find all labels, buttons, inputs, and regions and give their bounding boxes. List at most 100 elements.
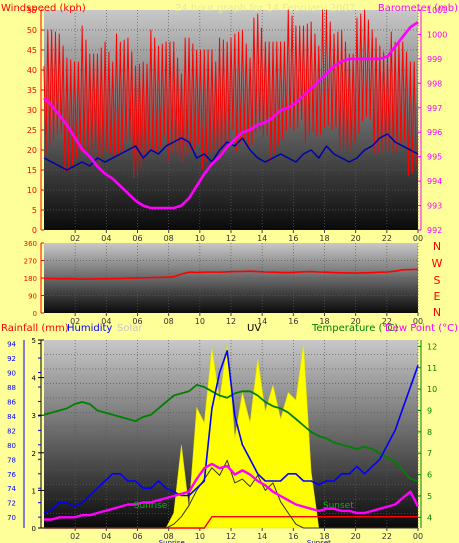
windspeed-axis-title: Windspeed (kph) — [1, 3, 86, 14]
graph-title: 24 hour graph for 14 February 2007 — [175, 3, 355, 14]
humidity-ytick-label: 94 — [7, 341, 16, 349]
humidity-line — [43, 349, 419, 515]
panel3-xtick-label: 08 — [164, 532, 174, 541]
panel2-xtick-label: 20 — [351, 317, 361, 326]
barometer-ytick-label: 1001 — [427, 6, 447, 15]
compass-s: S — [434, 274, 441, 287]
direction-ytick-label: 90 — [28, 293, 37, 301]
windspeed-ytick-label: 50 — [27, 26, 37, 35]
humidity-ytick-label: 92 — [7, 355, 16, 363]
panel2-xtick-label: 00 — [413, 317, 423, 326]
compass-w: W — [432, 257, 443, 270]
compass-n-top: N — [433, 240, 441, 253]
panel2-xtick-label: 18 — [319, 317, 329, 326]
humidity-ytick-label: 70 — [7, 514, 16, 522]
panel3-xtick-label: 14 — [257, 532, 267, 541]
direction-ytick-label: 360 — [24, 240, 37, 248]
humidity-ytick-label: 74 — [7, 485, 16, 493]
temperature-line — [43, 383, 419, 482]
panel2-xtick-label: 12 — [226, 317, 236, 326]
panel1-xtick-label: 12 — [226, 234, 236, 243]
temperature-ytick-label: 8 — [427, 428, 432, 437]
temperature-ytick-label: 12 — [427, 342, 437, 351]
temperature-ytick-label: 11 — [427, 364, 437, 373]
panel1-xtick-label: 02 — [70, 234, 80, 243]
barometer-ytick-label: 994 — [427, 177, 442, 186]
uv-ytick-label: 0 — [32, 525, 36, 533]
barometer-ytick-label: 1000 — [427, 30, 447, 39]
legend-solar: Solar — [117, 323, 143, 334]
panel1-xtick-label: 18 — [319, 234, 329, 243]
panel3-xtick-label: 06 — [132, 532, 142, 541]
windspeed-ytick-label: 35 — [27, 86, 37, 95]
panel2-xtick-label: 02 — [70, 317, 80, 326]
windspeed-ytick-label: 20 — [27, 146, 37, 155]
panel3-xtick-label: 18 — [319, 532, 329, 541]
temperature-ytick-label: 9 — [427, 407, 432, 416]
barometer-ytick-label: 995 — [427, 153, 442, 162]
panel3-xtick-label: 22 — [382, 532, 392, 541]
barometer-axis-title: Barometer (mb) — [378, 3, 458, 14]
uv-ytick-label: 2 — [32, 450, 36, 458]
barometer-ytick-label: 997 — [427, 104, 442, 113]
humidity-ytick-label: 86 — [7, 398, 16, 406]
barometer-ytick-label: 993 — [427, 202, 442, 211]
sunset-tick-label: Sunset — [307, 539, 331, 543]
panel3-xtick-label: 12 — [226, 532, 236, 541]
panel2-xtick-label: 08 — [164, 317, 174, 326]
temperature-ytick-label: 4 — [427, 513, 432, 522]
panel2-xtick-label: 06 — [132, 317, 142, 326]
windspeed-ytick-label: 15 — [27, 166, 37, 175]
barometer-ytick-label: 996 — [427, 128, 442, 137]
temperature-ytick-label: 6 — [427, 471, 432, 480]
panel1-xtick-label: 20 — [351, 234, 361, 243]
panel2-xtick-label: 14 — [257, 317, 267, 326]
humidity-ytick-label: 76 — [7, 471, 16, 479]
legend-dewpoint: Dew Point (°C) — [385, 323, 458, 334]
windspeed-ytick-label: 55 — [27, 6, 37, 15]
panel1-xtick-label: 10 — [195, 234, 205, 243]
compass-e: E — [434, 290, 441, 303]
uv-ytick-label: 3 — [32, 412, 36, 420]
barometer-ytick-label: 998 — [427, 79, 442, 88]
humidity-ytick-label: 72 — [7, 500, 16, 508]
legend-uv: UV — [247, 323, 261, 334]
barometer-ytick-label: 999 — [427, 55, 442, 64]
direction-ytick-label: 180 — [24, 275, 37, 283]
uv-ytick-label: 1 — [32, 487, 36, 495]
wind-direction-line — [44, 268, 419, 281]
humidity-ytick-label: 90 — [7, 370, 16, 378]
temperature-ytick-label: 7 — [427, 449, 432, 458]
direction-ytick-label: 270 — [24, 258, 37, 266]
windspeed-ytick-label: 0 — [32, 226, 37, 235]
panel3-xtick-label: 10 — [195, 532, 205, 541]
panel2-xtick-label: 04 — [101, 317, 111, 326]
windspeed-ytick-label: 40 — [27, 66, 37, 75]
sunrise-tick-label: Sunrise — [159, 539, 185, 543]
humidity-ytick-label: 80 — [7, 442, 16, 450]
uv-ytick-label: 4 — [32, 375, 37, 383]
panel3-xtick-label: 20 — [351, 532, 361, 541]
panel1-xtick-label: 16 — [288, 234, 298, 243]
panel2-xtick-label: 22 — [382, 317, 392, 326]
legend-rainfall: Rainfall (mm) — [1, 323, 69, 334]
sunrise-label: Sunrise — [134, 501, 168, 511]
panel1-xtick-label: 08 — [164, 234, 174, 243]
compass-n-bottom: N — [433, 306, 441, 319]
temperature-ytick-label: 10 — [427, 385, 437, 394]
panel3-xtick-label: 02 — [70, 532, 80, 541]
uv-ytick-label: 5 — [32, 337, 36, 345]
panel1-xtick-label: 00 — [413, 234, 423, 243]
panel3-xtick-label: 04 — [101, 532, 111, 541]
humidity-ytick-label: 88 — [7, 384, 16, 392]
barometer-line — [43, 21, 419, 210]
direction-ytick-label: 0 — [33, 310, 37, 318]
panel1-xtick-label: 04 — [101, 234, 111, 243]
panel2-xtick-label: 16 — [288, 317, 298, 326]
panel1-xtick-label: 14 — [257, 234, 267, 243]
windspeed-ytick-label: 30 — [27, 106, 37, 115]
barometer-ytick-label: 992 — [427, 226, 442, 235]
gust-line — [43, 9, 417, 179]
humidity-ytick-label: 84 — [7, 413, 16, 421]
